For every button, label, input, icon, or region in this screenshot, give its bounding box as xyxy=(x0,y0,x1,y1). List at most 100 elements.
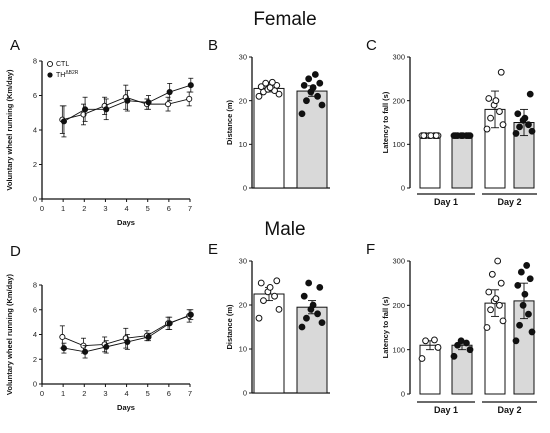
individual-point-ctl xyxy=(275,306,283,313)
y-axis-label: Latency to fall (s) xyxy=(381,91,390,153)
individual-point-th xyxy=(298,323,306,331)
individual-point-th xyxy=(523,262,531,269)
individual-point-th xyxy=(314,92,321,100)
y-tick-label: 0 xyxy=(33,195,37,204)
individual-point-ctl xyxy=(492,295,500,303)
x-tick-label: 1 xyxy=(61,389,65,398)
individual-point-ctl xyxy=(273,277,281,285)
individual-point-ctl xyxy=(497,279,505,287)
x-tick-label: 0 xyxy=(40,204,44,213)
individual-point-th xyxy=(525,121,532,129)
y-tick-label: 4 xyxy=(33,126,37,135)
individual-point-th xyxy=(450,352,458,360)
legend: CTL THΔB2R xyxy=(46,60,79,79)
y-tick-label: 300 xyxy=(392,53,405,62)
individual-point-ctl xyxy=(271,292,278,300)
y-tick-label: 30 xyxy=(239,257,247,266)
y-tick-label: 20 xyxy=(239,96,247,105)
individual-point-ctl xyxy=(496,108,503,115)
individual-point-th xyxy=(516,321,523,329)
y-tick-label: 8 xyxy=(33,57,37,66)
individual-point-ctl xyxy=(499,317,507,325)
individual-point-th xyxy=(318,319,326,327)
y-tick-label: 8 xyxy=(33,281,37,290)
individual-point-th xyxy=(512,337,520,345)
individual-point-ctl xyxy=(492,97,500,105)
individual-point-th xyxy=(526,275,534,283)
individual-point-th xyxy=(298,110,306,118)
individual-point-th xyxy=(309,84,317,91)
data-point-th xyxy=(60,118,67,125)
x-tick-label: 4 xyxy=(124,204,128,213)
data-point-th xyxy=(82,348,89,355)
individual-point-th xyxy=(528,328,536,336)
x-tick-label: 7 xyxy=(188,204,192,213)
individual-point-ctl xyxy=(266,284,274,291)
x-tick-label: 5 xyxy=(146,204,150,213)
individual-point-th xyxy=(300,81,308,89)
individual-point-ctl xyxy=(257,279,265,287)
y-tick-label: 0 xyxy=(401,390,405,399)
y-axis-label: Latency to fall (s) xyxy=(381,296,390,358)
legend-th-label-sup: ΔB2R xyxy=(65,70,78,76)
y-axis-label: Voluntary wheel running (Km/day) xyxy=(5,273,14,395)
individual-point-th xyxy=(464,132,472,140)
y-axis-label: Distance (m) xyxy=(225,304,234,350)
individual-point-th xyxy=(457,337,465,345)
data-point-th xyxy=(145,333,152,341)
individual-point-ctl xyxy=(434,344,442,351)
individual-point-th xyxy=(314,310,321,318)
individual-point-ctl xyxy=(422,337,429,345)
legend-ctl-marker xyxy=(46,60,54,68)
panel-letter: C xyxy=(366,37,377,54)
individual-point-th xyxy=(303,314,310,322)
data-point-ctl xyxy=(186,95,193,102)
y-tick-label: 300 xyxy=(392,257,405,266)
x-tick-label: 5 xyxy=(146,389,150,398)
individual-point-th xyxy=(311,71,319,78)
data-point-ctl xyxy=(59,333,66,341)
individual-point-th xyxy=(318,101,326,109)
x-tick-label: 3 xyxy=(103,389,107,398)
bar-ctl xyxy=(419,344,441,395)
x-axis-label: Days xyxy=(117,218,135,227)
y-tick-label: 200 xyxy=(392,96,405,105)
data-point-th xyxy=(103,106,110,113)
individual-point-ctl xyxy=(488,270,496,278)
group-label: Day 1 xyxy=(434,197,458,207)
panel-letter: A xyxy=(10,37,20,54)
x-tick-label: 1 xyxy=(61,204,65,213)
individual-point-th xyxy=(316,284,324,291)
data-point-th xyxy=(103,343,110,350)
individual-point-th xyxy=(516,123,523,131)
individual-point-ctl xyxy=(483,324,491,331)
individual-point-ctl xyxy=(483,125,491,133)
data-point-th xyxy=(166,320,173,327)
individual-point-ctl xyxy=(420,132,428,140)
data-point-th xyxy=(124,338,131,345)
panel-letter: B xyxy=(208,37,218,54)
individual-point-ctl xyxy=(485,288,493,296)
individual-point-ctl xyxy=(262,79,270,87)
y-tick-label: 2 xyxy=(33,355,37,364)
individual-point-ctl xyxy=(268,78,276,86)
individual-point-ctl xyxy=(255,314,263,322)
x-tick-label: 0 xyxy=(40,389,44,398)
individual-point-ctl xyxy=(255,92,263,100)
legend-th-label: THΔB2R xyxy=(56,70,79,79)
y-tick-label: 30 xyxy=(239,53,247,62)
individual-point-th xyxy=(514,110,522,118)
individual-point-th xyxy=(514,281,522,289)
group-label: Day 1 xyxy=(434,405,458,415)
individual-point-ctl xyxy=(485,95,493,102)
x-tick-label: 2 xyxy=(82,204,86,213)
x-tick-label: 6 xyxy=(167,389,171,398)
y-tick-label: 10 xyxy=(239,345,247,354)
y-tick-label: 100 xyxy=(392,345,405,354)
individual-point-ctl xyxy=(497,68,505,76)
individual-point-th xyxy=(525,310,532,318)
data-point-th xyxy=(187,311,194,318)
individual-point-th xyxy=(512,130,520,137)
bar-th xyxy=(451,135,473,189)
legend-ctl-label: CTL xyxy=(56,61,69,68)
